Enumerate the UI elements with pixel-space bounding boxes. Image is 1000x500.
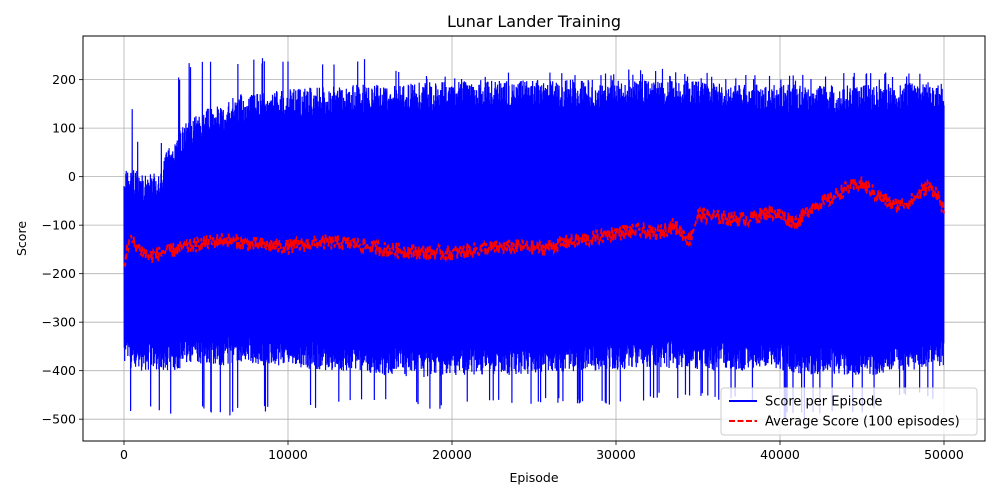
legend-label-average-score: Average Score (100 episodes): [765, 415, 960, 430]
y-tick-label: −100: [42, 218, 76, 233]
x-tick-label: 50000: [924, 447, 964, 462]
x-tick-label: 30000: [596, 447, 636, 462]
legend-box: [720, 387, 978, 436]
y-tick-label: 0: [68, 169, 76, 184]
y-tick-label: −400: [42, 363, 76, 378]
y-axis-label: Score: [14, 221, 29, 256]
legend: Score per Episode Average Score (100 epi…: [720, 387, 978, 436]
series-average-score-line: [123, 176, 945, 268]
x-axis-ticks: 0 10000 20000 30000 40000 50000: [120, 441, 964, 462]
x-tick-label: 20000: [432, 447, 472, 462]
x-tick-label: 10000: [268, 447, 308, 462]
y-tick-label: −200: [42, 266, 76, 281]
x-axis-label: Episode: [509, 470, 558, 485]
series-score-per-episode-line: [123, 58, 945, 419]
x-tick-label: 40000: [760, 447, 800, 462]
x-tick-label: 0: [120, 447, 128, 462]
y-axis-ticks: −500 −400 −300 −200 −100 0 100 200: [42, 72, 83, 427]
plot-area: [123, 58, 945, 419]
y-tick-label: 100: [52, 121, 76, 136]
legend-label-score-per-episode: Score per Episode: [765, 395, 882, 410]
axes-frame: [82, 35, 986, 442]
y-tick-label: −500: [42, 412, 76, 427]
y-tick-label: 200: [52, 72, 76, 87]
y-tick-label: −300: [42, 315, 76, 330]
chart-title: Lunar Lander Training: [447, 12, 621, 31]
series-layer: [123, 58, 945, 419]
